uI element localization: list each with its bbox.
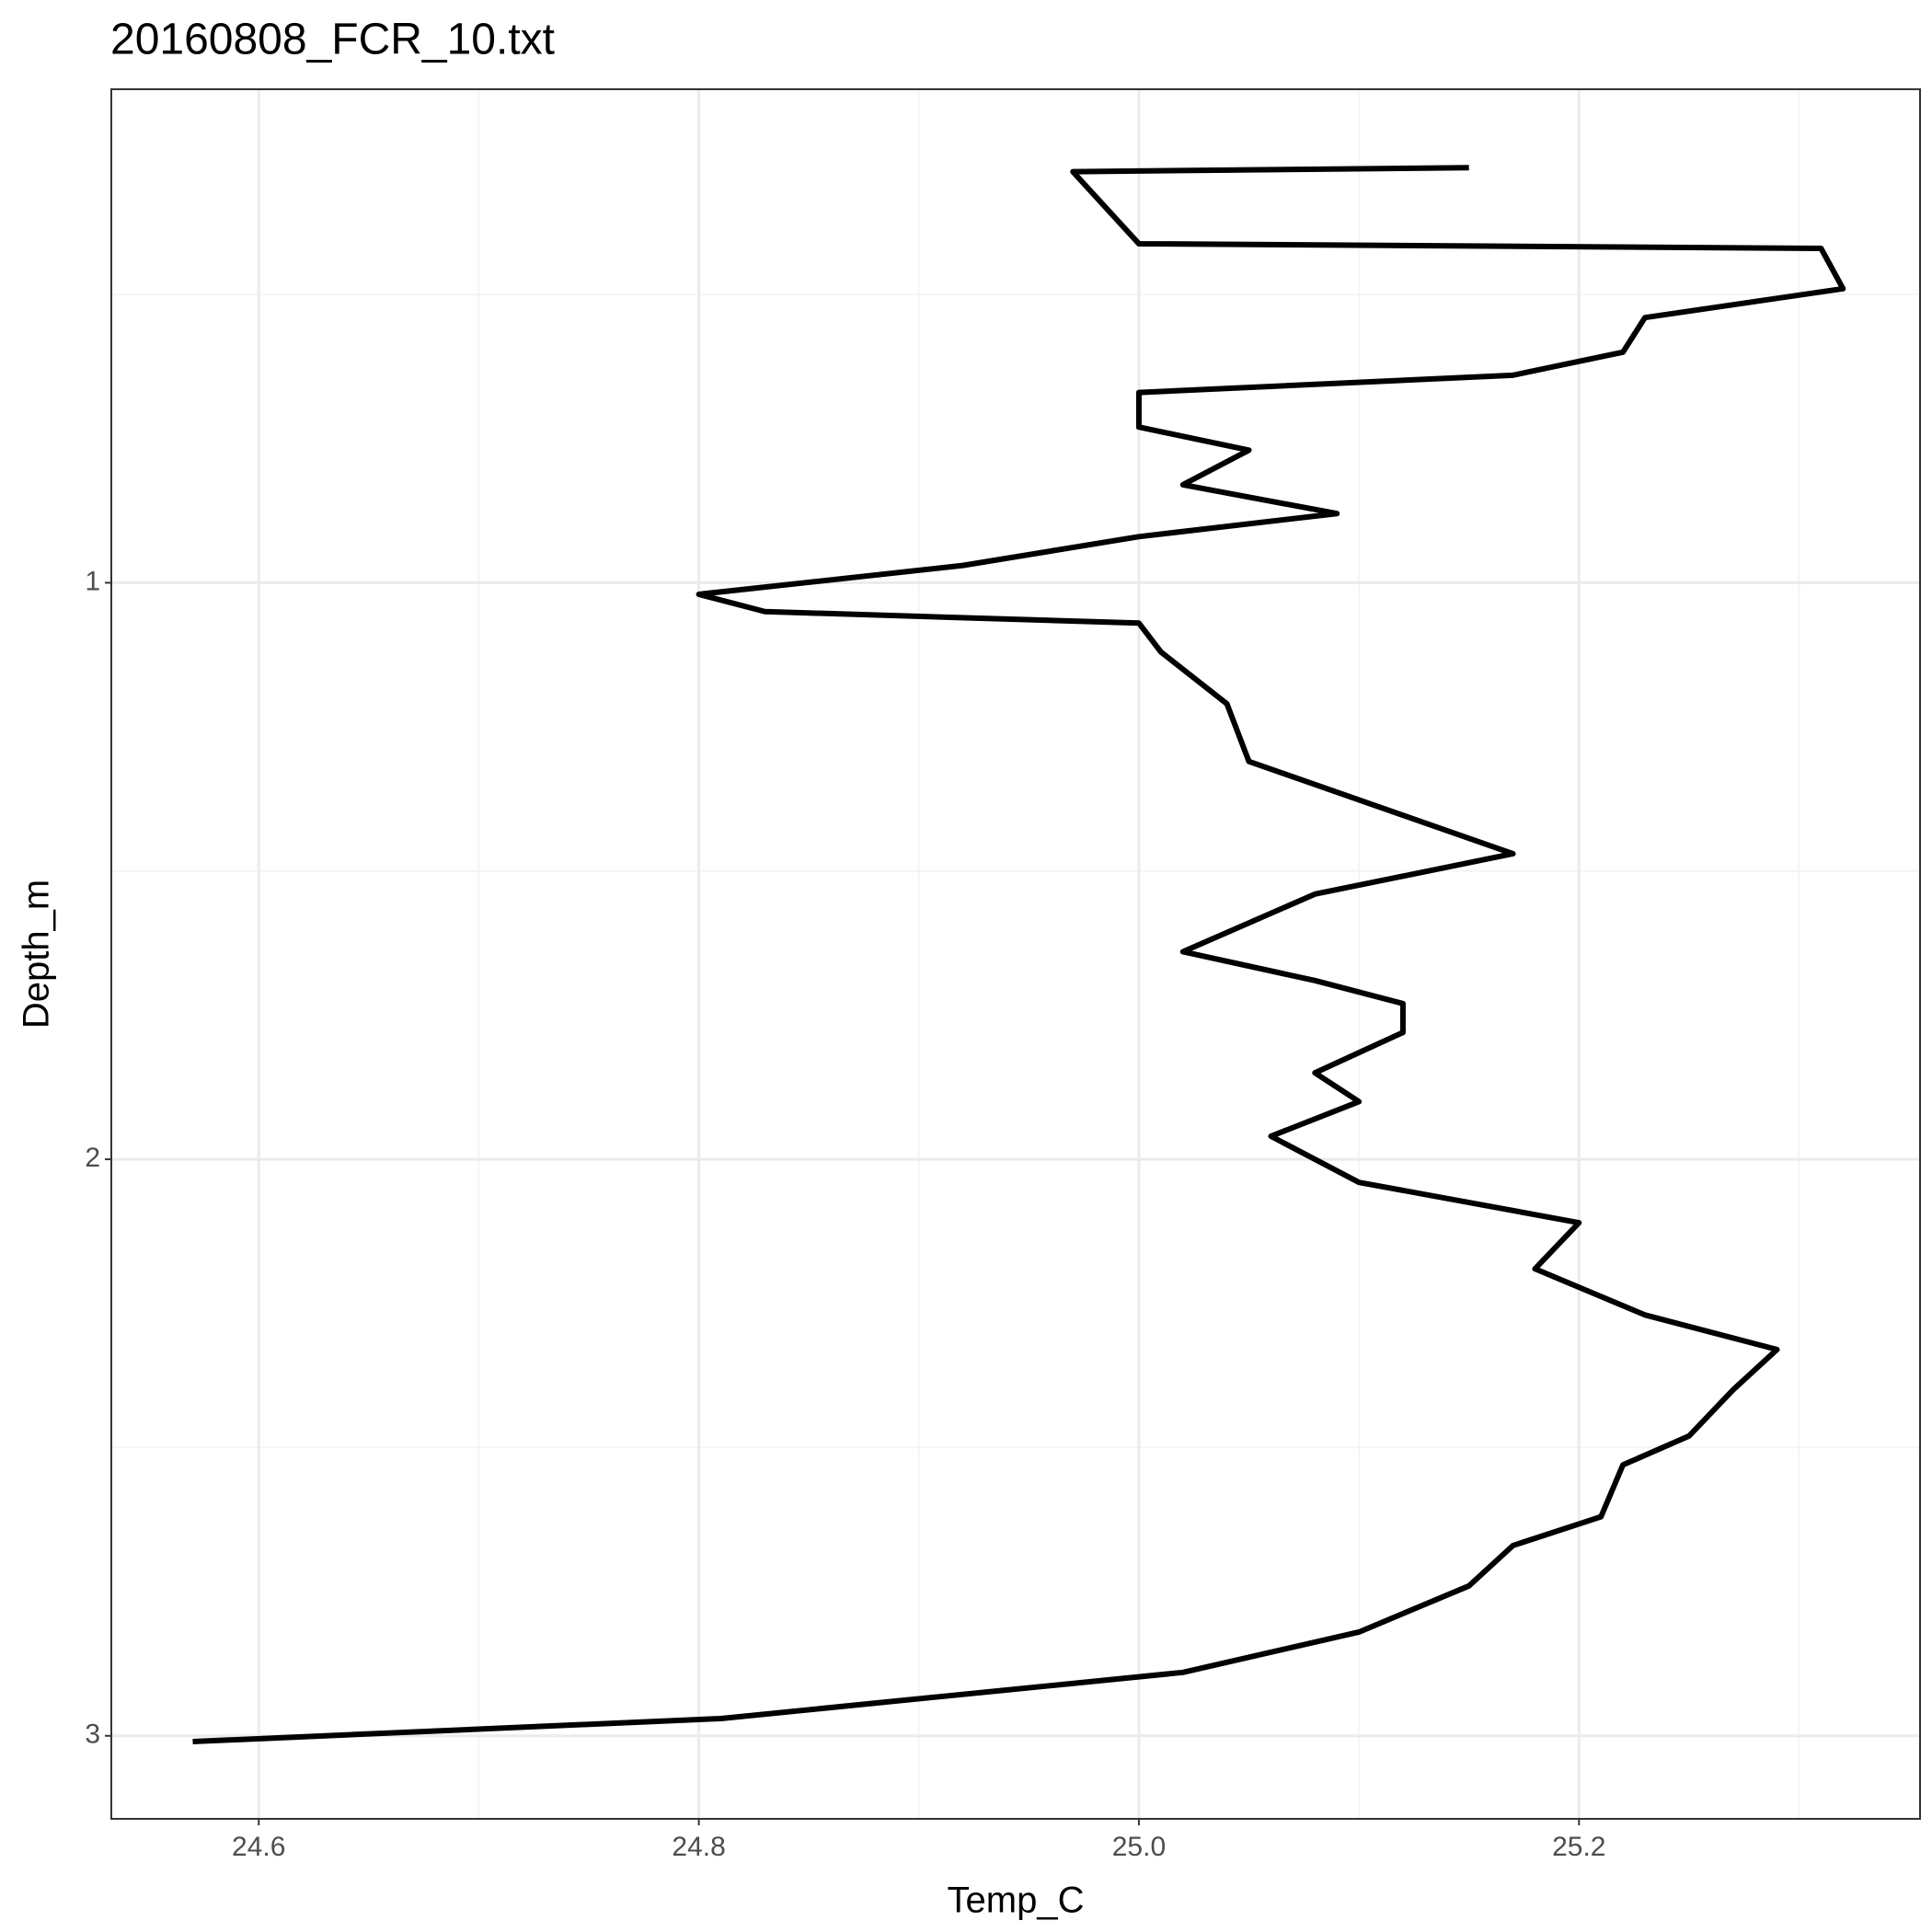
x-axis-title: Temp_C — [948, 1880, 1085, 1921]
y-tick-label: 3 — [85, 1719, 100, 1750]
x-tick-label: 25.0 — [1112, 1832, 1166, 1862]
panel-border — [110, 88, 1921, 1820]
chart-title: 20160808_FCR_10.txt — [110, 16, 555, 64]
y-tick-label: 1 — [85, 566, 100, 596]
x-tick-label: 24.6 — [232, 1832, 285, 1862]
data-line — [192, 165, 1846, 1745]
y-axis-title: Depth_m — [17, 880, 57, 1029]
y-tick-label: 2 — [85, 1143, 100, 1173]
x-tick-label: 24.8 — [672, 1832, 725, 1862]
x-tick-label: 25.2 — [1552, 1832, 1605, 1862]
